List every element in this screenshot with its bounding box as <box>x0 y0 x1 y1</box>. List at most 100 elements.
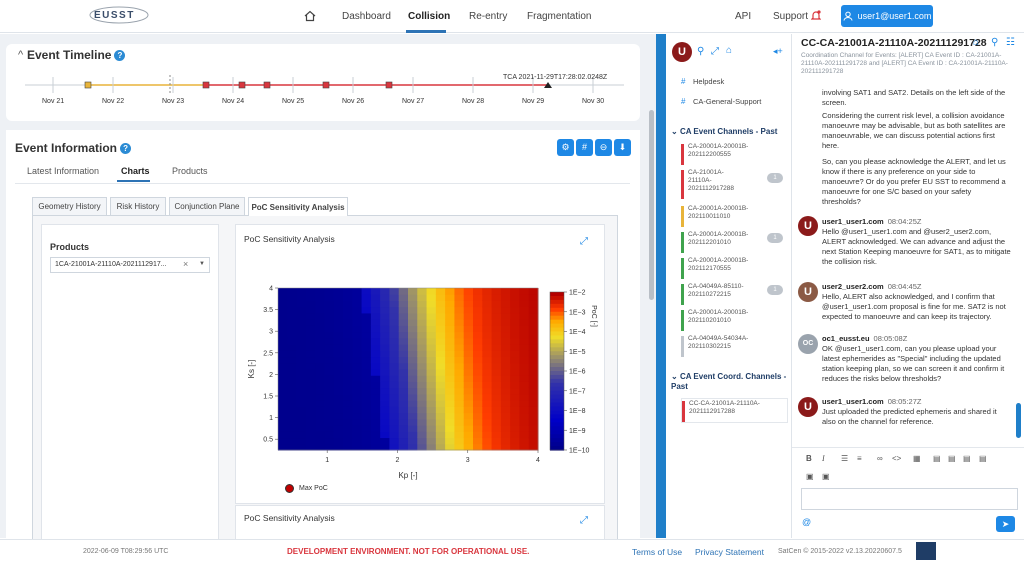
table-icon[interactable]: ▦ <box>913 454 921 463</box>
align-justify-icon[interactable]: ▤ <box>979 454 987 463</box>
help-icon[interactable]: ? <box>120 143 132 154</box>
code-icon[interactable]: <> <box>892 454 902 463</box>
mention-icon[interactable]: @ <box>802 517 812 527</box>
heatmap-cell <box>519 406 530 414</box>
subtab-geometry-history[interactable]: Geometry History <box>32 197 107 215</box>
expand-icon[interactable]: ⤢ <box>580 515 588 526</box>
search-icon[interactable]: ⚲ <box>697 46 705 57</box>
coord-channels-heading[interactable]: ⌄ CA Event Coord. Channels - Past <box>671 372 789 392</box>
heatmap-cell <box>473 393 483 401</box>
channel-item[interactable]: CA-20001A-20001B- 202110011010 <box>681 204 788 229</box>
avatar[interactable]: OC <box>798 334 818 354</box>
y-tick-label: 1.5 <box>263 394 273 401</box>
nav-api[interactable]: API <box>735 11 752 22</box>
link-icon[interactable]: ∞ <box>877 454 883 463</box>
send-button[interactable]: ➤ <box>996 516 1015 532</box>
notification-bell-icon[interactable] <box>811 10 821 21</box>
channel-item[interactable]: CA-04049A-54034A- 202110302215 <box>681 334 788 359</box>
message-author[interactable]: user1_user1.com <box>822 397 884 406</box>
image-icon[interactable]: ▣ <box>806 472 814 481</box>
heatmap-cell <box>333 312 344 320</box>
avatar[interactable]: U <box>798 216 818 236</box>
heatmap-cell <box>324 337 335 345</box>
nav-dashboard[interactable]: Dashboard <box>342 11 391 22</box>
bullet-list-icon[interactable]: ☰ <box>841 454 849 463</box>
numbered-list-icon[interactable]: ≡ <box>857 454 862 463</box>
align-left-icon[interactable]: ▤ <box>933 454 941 463</box>
align-center-icon[interactable]: ▤ <box>948 454 956 463</box>
filter-settings-button[interactable]: ⚙ <box>557 139 574 156</box>
channel-status-bar <box>681 170 684 199</box>
timeline-axis[interactable] <box>20 70 630 100</box>
channel-ca-general-support[interactable]: CA-General-Support <box>693 97 762 106</box>
channel-item-active[interactable]: CC-CA-21001A-21110A- 2021112917288 <box>681 398 788 423</box>
message-author[interactable]: oc1_eusst.eu <box>822 334 870 343</box>
channel-item[interactable]: CA-20001A-20001B- 202112170555 <box>681 256 788 281</box>
heatmap-cell <box>398 400 409 407</box>
align-right-icon[interactable]: ▤ <box>963 454 971 463</box>
nav-collision[interactable]: Collision <box>408 11 451 22</box>
dropdown-arrow-icon[interactable]: ▼ <box>199 261 205 267</box>
channel-helpdesk[interactable]: Helpdesk <box>693 77 725 86</box>
avatar[interactable]: U <box>798 397 818 417</box>
past-channels-heading[interactable]: ⌄ CA Event Channels - Past <box>671 127 777 136</box>
options-button[interactable]: ⊖ <box>595 139 612 156</box>
nav-fragmentation[interactable]: Fragmentation <box>527 11 592 22</box>
heatmap-cell <box>380 300 390 308</box>
members-icon[interactable]: ☷ <box>1006 37 1015 48</box>
heatmap-cell <box>454 443 465 451</box>
nav-reentry[interactable]: Re-entry <box>469 11 508 22</box>
expand-icon[interactable]: ⤢ <box>580 236 588 247</box>
message-author[interactable]: user1_user1.com <box>822 217 884 226</box>
help-icon[interactable]: ? <box>114 50 126 61</box>
attachment-icon[interactable]: ▣ <box>822 472 830 481</box>
tab-charts[interactable]: Charts <box>121 166 150 176</box>
grid-button[interactable]: # <box>576 139 593 156</box>
products-select[interactable] <box>50 257 210 273</box>
italic-icon[interactable]: I <box>822 454 825 463</box>
heatmap-cell <box>417 387 428 395</box>
search-icon[interactable]: ⚲ <box>991 37 999 48</box>
home-icon[interactable] <box>304 10 316 22</box>
heatmap-cell <box>510 312 520 320</box>
heatmap-cell <box>510 306 520 314</box>
chat-scrollbar[interactable] <box>1016 403 1021 438</box>
avatar[interactable]: U <box>798 282 818 302</box>
subtab-risk-history[interactable]: Risk History <box>110 197 166 215</box>
terms-link[interactable]: Terms of Use <box>632 547 683 557</box>
heatmap-cell <box>426 375 437 382</box>
chat-panel-divider[interactable] <box>656 34 666 538</box>
heatmap-cell <box>287 418 298 426</box>
collapse-panel-icon[interactable]: ◂+ <box>773 46 783 56</box>
broadcast-icon[interactable]: ⌂ <box>973 37 980 48</box>
subtab-poc-sensitivity[interactable]: PoC Sensitivity Analysis <box>248 197 348 216</box>
left-scrollbar[interactable] <box>649 110 654 300</box>
channel-item[interactable]: CA-20001A-20001B- 202110201010 <box>681 308 788 333</box>
download-button[interactable]: ⬇ <box>614 139 631 156</box>
eusst-logo[interactable]: EUSST <box>88 4 150 26</box>
privacy-link[interactable]: Privacy Statement <box>695 547 764 557</box>
tab-latest-information[interactable]: Latest Information <box>27 166 100 176</box>
nav-support[interactable]: Support <box>773 11 809 22</box>
user-menu-button[interactable]: user1@user1.com <box>841 5 933 27</box>
bold-icon[interactable]: B <box>806 454 812 463</box>
my-avatar[interactable]: U <box>672 42 692 62</box>
message-author[interactable]: user2_user2.com <box>822 282 884 291</box>
broadcast-icon[interactable]: ⌂ <box>726 45 733 56</box>
heatmap-cell <box>463 425 474 432</box>
timeline-marker <box>84 81 92 89</box>
heatmap-cell <box>333 412 344 420</box>
heatmap-cell <box>510 381 520 389</box>
subtab-conjunction-plane[interactable]: Conjunction Plane <box>169 197 245 215</box>
heatmap-cell <box>278 362 288 370</box>
collapse-caret-icon[interactable]: ^ <box>18 49 24 61</box>
message-input[interactable] <box>801 488 1018 510</box>
tab-products[interactable]: Products <box>172 166 208 176</box>
heatmap-cell <box>510 425 520 432</box>
x-tick-label: 1 <box>325 457 329 464</box>
heatmap-cell <box>426 387 437 395</box>
clear-icon[interactable]: × <box>183 259 189 269</box>
channel-item[interactable]: CA-20001A-20001B- 202112200555 <box>681 142 788 167</box>
fullscreen-icon[interactable]: ⤢ <box>711 46 719 57</box>
poc-heatmap[interactable]: 1 2 3 4 0.5 1 1.5 2 2.5 3 3.5 4 Kp [-] Ks [-] 1E−2 1E−3… <box>240 282 602 482</box>
